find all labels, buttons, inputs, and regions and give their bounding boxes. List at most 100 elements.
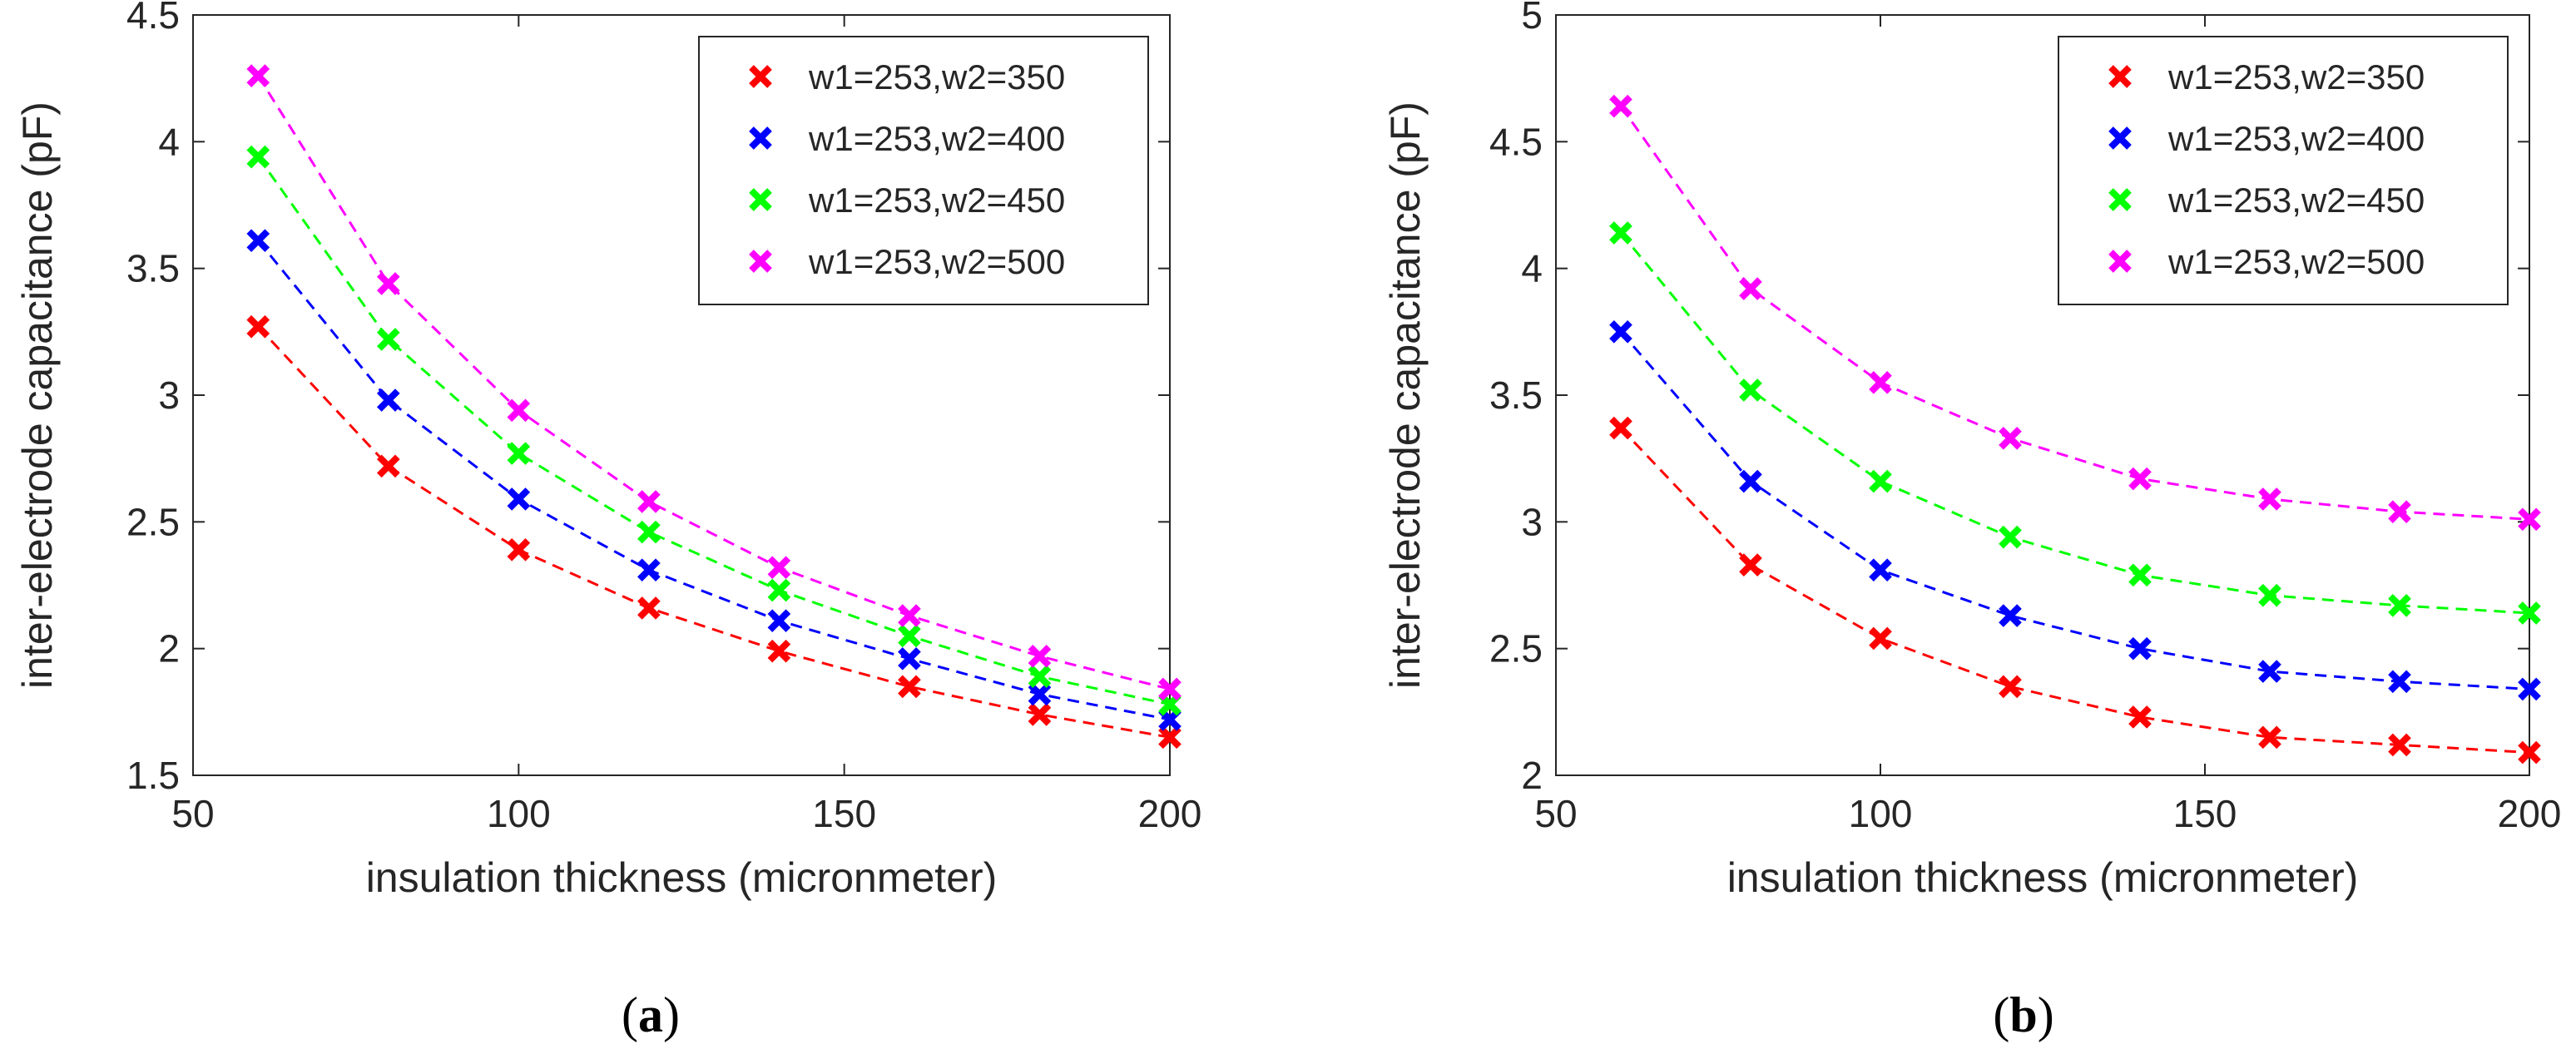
- data-point: [1028, 665, 1052, 689]
- x-tick-label: 150: [812, 792, 876, 835]
- data-point-stroke-2: [1739, 379, 1762, 402]
- series-3: [246, 145, 1181, 716]
- data-point: [1739, 277, 1762, 300]
- legend-marker-stroke-2: [2108, 188, 2132, 211]
- data-point-stroke-2: [1028, 682, 1052, 706]
- data-point-stroke-2: [1028, 644, 1052, 668]
- legend-label: w1=253,w2=350: [808, 57, 1065, 96]
- y-tick-label: 5: [1521, 0, 1543, 37]
- data-point: [1869, 469, 1892, 493]
- data-point: [2128, 563, 2152, 587]
- data-point-stroke-2: [1028, 665, 1052, 689]
- data-point-stroke-2: [1609, 320, 1632, 344]
- x-tick-label: 200: [1138, 792, 1202, 835]
- data-point-stroke-2: [246, 314, 270, 339]
- data-point: [2128, 467, 2152, 491]
- data-point-stroke-2: [2128, 705, 2152, 729]
- data-point-stroke-2: [376, 454, 400, 478]
- legend-marker: [2108, 65, 2132, 88]
- legend-label: w1=253,w2=450: [2167, 181, 2425, 220]
- y-tick-label: 2.5: [1489, 627, 1543, 671]
- data-point: [1028, 682, 1052, 706]
- legend-marker-stroke-2: [2108, 126, 2132, 150]
- data-point-stroke-2: [898, 604, 921, 627]
- data-point: [1609, 416, 1632, 440]
- data-point-stroke-2: [2518, 601, 2541, 625]
- series-line: [257, 240, 1171, 721]
- data-point-stroke-2: [1999, 525, 2022, 549]
- data-point: [1609, 94, 1632, 118]
- data-point-stroke-2: [1869, 469, 1892, 493]
- y-axis-title: inter-electrode capacitance (pF): [1382, 101, 1429, 689]
- data-point: [767, 578, 791, 602]
- data-point: [507, 538, 531, 562]
- data-point-stroke-2: [1609, 94, 1632, 118]
- y-tick-label: 1.5: [126, 754, 180, 797]
- data-point-stroke-2: [2258, 487, 2281, 511]
- y-tick-label: 3.5: [126, 247, 180, 290]
- y-tick-label: 4.5: [1489, 120, 1543, 163]
- data-point: [2258, 487, 2281, 511]
- legend-marker-stroke-2: [749, 126, 772, 150]
- data-point-stroke-2: [507, 538, 531, 562]
- data-point-stroke-2: [1869, 370, 1892, 394]
- data-point-stroke-2: [1609, 221, 1632, 245]
- data-point-stroke-2: [637, 596, 661, 620]
- legend-label: w1=253,w2=400: [808, 119, 1065, 158]
- series-line: [257, 156, 1171, 706]
- data-point: [246, 229, 270, 252]
- legend-marker-stroke-2: [749, 188, 772, 211]
- series-line: [1619, 105, 2530, 521]
- legend: w1=253,w2=350 w1=253,w2=400 w1=253,w2=450 w…: [2058, 36, 2509, 305]
- data-point-stroke-2: [376, 328, 400, 351]
- data-point: [1999, 525, 2022, 549]
- data-point: [1028, 644, 1052, 668]
- data-point-stroke-2: [637, 490, 661, 513]
- data-point-stroke-2: [637, 520, 661, 544]
- data-point: [507, 487, 531, 511]
- data-point-stroke-2: [1999, 426, 2022, 450]
- y-tick-label: 2: [158, 627, 180, 671]
- data-point: [2388, 733, 2411, 757]
- data-point: [376, 454, 400, 478]
- data-point-stroke-2: [2518, 507, 2541, 532]
- legend-label: w1=253,w2=450: [808, 181, 1065, 220]
- data-point-stroke-2: [2258, 725, 2281, 750]
- series-1: [1609, 416, 2541, 765]
- chart-panel-b: 50 100 150 200 2 2.5 3 3.5 4 4.5 5 insulation thick…: [1382, 0, 2561, 901]
- data-point-stroke-2: [1028, 703, 1052, 726]
- data-point-stroke-2: [2128, 636, 2152, 661]
- legend-label: w1=253,w2=400: [2167, 119, 2425, 158]
- series-line: [1619, 330, 2530, 690]
- data-point-stroke-2: [1158, 677, 1181, 701]
- data-point-stroke-2: [507, 442, 531, 465]
- legend-marker: [749, 250, 772, 273]
- y-tick-label: 2.5: [126, 500, 180, 543]
- data-point-stroke-2: [767, 578, 791, 602]
- series-line: [256, 75, 1171, 690]
- y-tick-label: 4: [158, 120, 180, 163]
- y-tick-label: 3: [158, 374, 180, 417]
- data-point: [898, 624, 921, 648]
- data-point-stroke-2: [1609, 416, 1632, 440]
- series-4: [246, 64, 1181, 701]
- x-tick-label: 200: [2498, 792, 2562, 835]
- data-point: [1158, 725, 1181, 750]
- x-tick-label: 150: [2173, 792, 2237, 835]
- y-tick-label: 4.5: [126, 0, 180, 37]
- y-tick-label: 2: [1521, 754, 1543, 797]
- data-point: [1999, 426, 2022, 450]
- y-tick-label: 3.5: [1489, 374, 1543, 417]
- data-point-stroke-2: [507, 398, 531, 423]
- data-point: [1739, 553, 1762, 576]
- data-point-stroke-2: [637, 558, 661, 582]
- data-point: [376, 272, 400, 295]
- data-point-stroke-2: [898, 675, 921, 699]
- legend-box: [698, 36, 1149, 305]
- data-point: [2518, 507, 2541, 532]
- data-point: [898, 647, 921, 671]
- x-axis-title: insulation thickness (micronmeter): [1727, 854, 2359, 901]
- data-point-stroke-2: [2388, 670, 2411, 694]
- y-tick-label: 4: [1521, 247, 1543, 290]
